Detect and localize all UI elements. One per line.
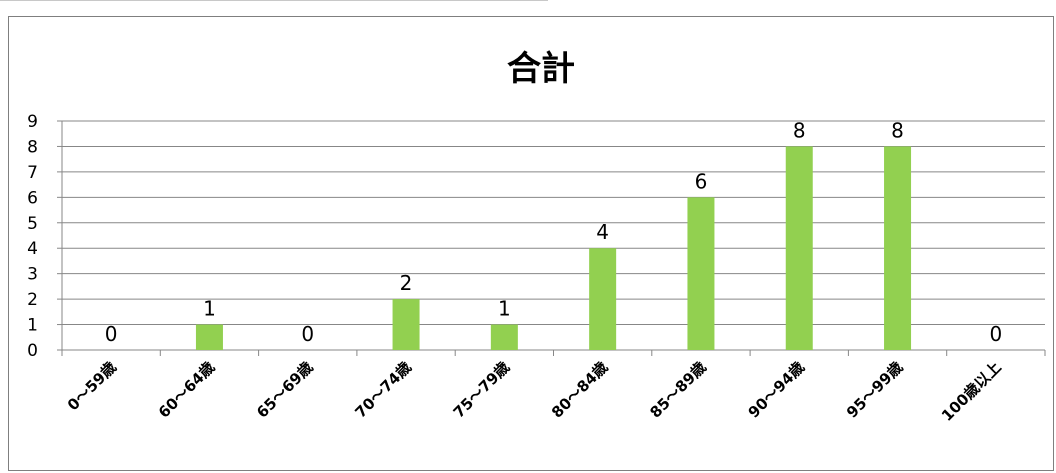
data-label: 8 [891, 118, 904, 142]
data-label: 4 [596, 220, 609, 244]
bar [195, 324, 223, 350]
y-tick-label: 1 [27, 316, 38, 336]
bar [785, 146, 813, 350]
bars [195, 146, 912, 350]
y-tick-labels: 0 1 2 3 4 5 6 7 8 9 [27, 112, 38, 361]
data-label: 6 [695, 169, 708, 193]
x-tick-label: 80～84歳 [548, 358, 611, 421]
data-label: 0 [301, 322, 314, 346]
data-label: 1 [498, 297, 511, 321]
bar [589, 248, 617, 350]
y-tick-label: 9 [27, 112, 38, 132]
y-tick-label: 6 [27, 188, 38, 208]
y-tick-label: 4 [27, 239, 38, 259]
x-tick-label: 85～89歳 [646, 358, 709, 421]
y-tick-label: 2 [27, 290, 38, 310]
data-labels: 0 1 0 2 1 4 6 8 8 0 [105, 118, 1002, 346]
y-tick-label: 0 [27, 341, 38, 361]
y-tick-label: 8 [27, 137, 38, 157]
x-tick-label: 70～74歳 [351, 358, 414, 421]
bar [687, 197, 715, 350]
x-tick-label: 75～79歳 [450, 358, 513, 421]
data-label: 0 [105, 322, 118, 346]
chart-frame [8, 16, 1054, 471]
data-label: 8 [793, 118, 806, 142]
bar [392, 299, 420, 350]
data-label: 0 [989, 322, 1002, 346]
x-tick-label: 60～64歳 [155, 358, 218, 421]
chart-title: 合計 [507, 49, 575, 89]
data-label: 1 [203, 297, 216, 321]
y-tick-label: 7 [27, 163, 38, 183]
x-tick-label: 0～59歳 [64, 358, 120, 414]
bar [490, 324, 518, 350]
x-tick-label: 95～99歳 [843, 358, 906, 421]
gridlines [62, 120, 1045, 326]
x-tick-label: 100歳以上 [938, 358, 1005, 425]
data-label: 2 [400, 271, 413, 295]
axes [57, 120, 1046, 356]
y-tick-label: 3 [27, 265, 38, 285]
top-border-line [0, 0, 548, 1]
bar [884, 146, 912, 350]
x-tick-labels: 0～59歳 60～64歳 65～69歳 70～74歳 75～79歳 80～84歳 85～89… [64, 358, 1005, 425]
y-tick-label: 5 [27, 214, 38, 234]
x-tick-label: 65～69歳 [253, 358, 316, 421]
x-tick-label: 90～94歳 [745, 358, 808, 421]
